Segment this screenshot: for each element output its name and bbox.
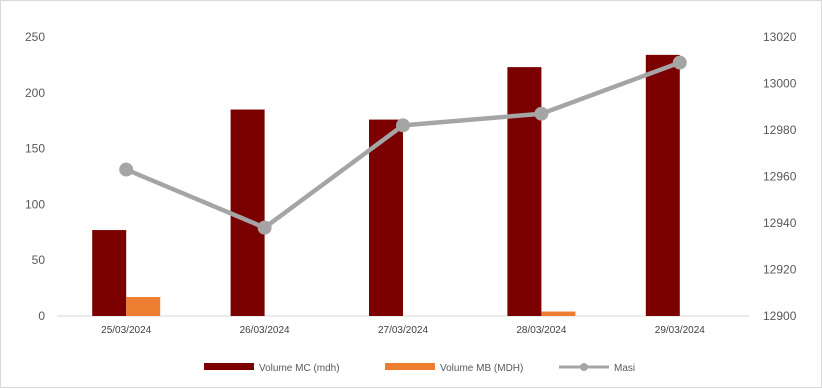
bar-volume-mc-mdh-29-03-2024	[645, 54, 680, 317]
left-tick-label-100: 100	[25, 197, 45, 211]
legend: Volume MC (mdh) Volume MB (MDH) Masi	[204, 363, 635, 374]
left-tick-label-0: 0	[38, 309, 45, 323]
bar-volume-mc-mdh-28-03-2024	[507, 67, 542, 316]
legend-marker-masi	[580, 363, 588, 371]
category-label-26-03-2024: 26/03/2024	[240, 325, 290, 336]
left-tick-label-50: 50	[32, 253, 46, 267]
category-label-28-03-2024: 28/03/2024	[516, 325, 566, 336]
point-masi-29-03-2024	[672, 55, 687, 70]
category-labels: 25/03/2024 26/03/2024 27/03/2024 28/03/2024…	[101, 325, 705, 336]
right-tick-label-13020: 13020	[763, 30, 797, 44]
left-axis-ticks: 0 50 100 150 200 250	[25, 30, 45, 323]
category-label-27-03-2024: 27/03/2024	[378, 325, 428, 336]
bar-series-group	[92, 54, 680, 317]
right-tick-label-13000: 13000	[763, 77, 797, 91]
right-tick-label-12960: 12960	[763, 170, 797, 184]
right-tick-label-12940: 12940	[763, 216, 797, 230]
point-masi-27-03-2024	[396, 118, 410, 133]
point-masi-25-03-2024	[119, 162, 134, 177]
right-tick-label-12920: 12920	[763, 263, 797, 277]
point-masi-28-03-2024	[534, 106, 549, 121]
legend-swatch-volume-mb-mdh	[385, 363, 435, 370]
legend-label-masi: Masi	[614, 363, 635, 374]
category-label-29-03-2024: 29/03/2024	[655, 325, 705, 336]
bar-volume-mc-mdh-27-03-2024	[369, 119, 403, 316]
bar-volume-mb-mdh-28-03-2024	[541, 311, 576, 316]
right-tick-label-12980: 12980	[763, 123, 797, 137]
legend-swatch-volume-mc-mdh	[204, 363, 254, 370]
line-series-group	[119, 55, 687, 235]
point-masi-26-03-2024	[257, 220, 272, 235]
right-axis-ticks: 12900 12920 12940 12960 12980 13000 13020	[763, 30, 797, 323]
bar-volume-mb-mdh-25-03-2024	[126, 297, 161, 316]
right-tick-label-12900: 12900	[763, 309, 797, 323]
bar-volume-mc-mdh-25-03-2024	[92, 230, 127, 316]
legend-label-volume-mb-mdh: Volume MB (MDH)	[440, 363, 523, 374]
left-tick-label-200: 200	[25, 86, 45, 100]
left-tick-label-250: 250	[25, 30, 45, 44]
category-label-25-03-2024: 25/03/2024	[101, 325, 151, 336]
left-tick-label-150: 150	[25, 142, 45, 156]
bar-volume-mc-mdh-26-03-2024	[230, 109, 265, 316]
legend-label-volume-mc-mdh: Volume MC (mdh)	[259, 363, 340, 374]
